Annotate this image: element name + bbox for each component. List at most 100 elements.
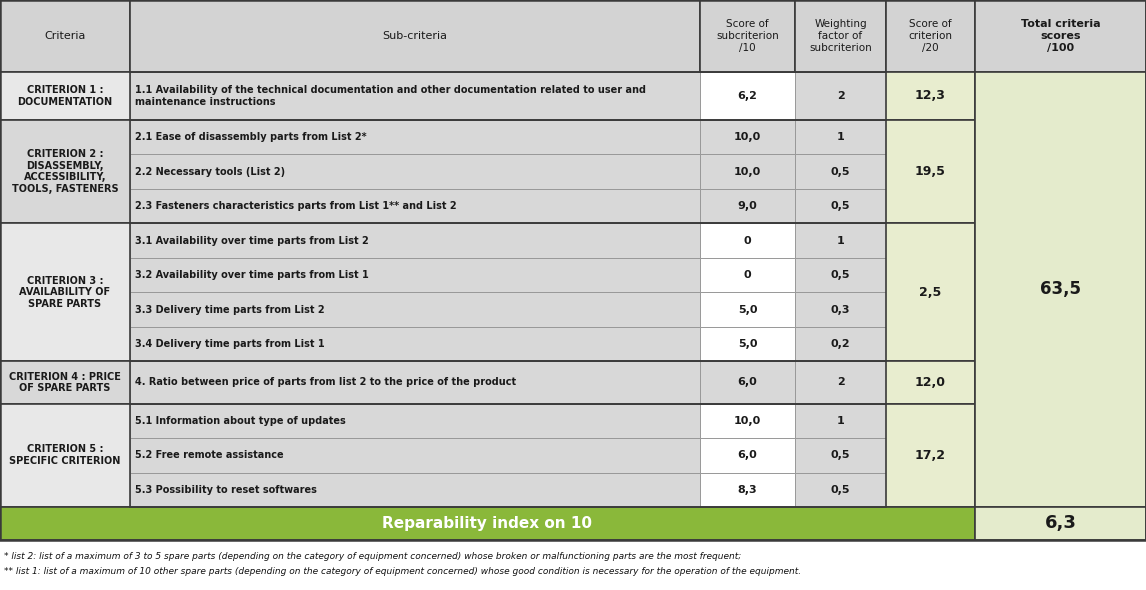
- Text: Reparability index on 10: Reparability index on 10: [383, 516, 592, 531]
- Bar: [700, 438, 795, 473]
- Text: 1: 1: [837, 416, 845, 426]
- Bar: [795, 473, 886, 507]
- Text: 10,0: 10,0: [733, 166, 761, 176]
- Text: 0: 0: [744, 235, 752, 245]
- Bar: [129, 224, 700, 258]
- Bar: [129, 72, 700, 120]
- Bar: [795, 120, 886, 155]
- Text: 19,5: 19,5: [915, 165, 945, 178]
- Bar: [700, 293, 795, 327]
- Bar: [700, 327, 795, 361]
- Bar: [795, 189, 886, 224]
- Bar: [886, 72, 975, 120]
- Text: 0,3: 0,3: [831, 304, 850, 314]
- Text: 12,0: 12,0: [915, 376, 945, 389]
- Bar: [795, 258, 886, 293]
- Text: 2: 2: [837, 378, 845, 388]
- Bar: [129, 258, 700, 293]
- Bar: [886, 224, 975, 361]
- Text: 3.4 Delivery time parts from List 1: 3.4 Delivery time parts from List 1: [135, 339, 324, 349]
- Bar: [795, 327, 886, 361]
- Text: 5.1 Information about type of updates: 5.1 Information about type of updates: [135, 416, 346, 426]
- Bar: [975, 72, 1146, 507]
- Bar: [886, 404, 975, 507]
- Text: 1: 1: [837, 132, 845, 142]
- Bar: [795, 293, 886, 327]
- Bar: [795, 224, 886, 258]
- Bar: [0, 72, 129, 120]
- Text: * list 2: list of a maximum of 3 to 5 spare parts (depending on the category of : * list 2: list of a maximum of 3 to 5 sp…: [3, 552, 741, 561]
- Text: 10,0: 10,0: [733, 132, 761, 142]
- Bar: [886, 120, 975, 224]
- Text: 2.2 Necessary tools (List 2): 2.2 Necessary tools (List 2): [135, 166, 285, 176]
- Bar: [129, 327, 700, 361]
- Bar: [129, 120, 700, 155]
- Text: 0,5: 0,5: [831, 450, 850, 460]
- Bar: [700, 258, 795, 293]
- Text: 2.1 Ease of disassembly parts from List 2*: 2.1 Ease of disassembly parts from List …: [135, 132, 367, 142]
- Bar: [129, 0, 700, 72]
- Text: Score of
criterion
/20: Score of criterion /20: [909, 19, 952, 53]
- Text: Criteria: Criteria: [45, 31, 86, 41]
- Text: 5.2 Free remote assistance: 5.2 Free remote assistance: [135, 450, 283, 460]
- Text: 0: 0: [744, 270, 752, 280]
- Text: Total criteria
scores
/100: Total criteria scores /100: [1021, 19, 1100, 53]
- Text: 2: 2: [837, 91, 845, 101]
- Text: CRITERION 1 :
DOCUMENTATION: CRITERION 1 : DOCUMENTATION: [17, 85, 112, 107]
- Text: 63,5: 63,5: [1041, 280, 1081, 299]
- Text: 8,3: 8,3: [738, 485, 758, 495]
- Text: 0,5: 0,5: [831, 201, 850, 211]
- Bar: [700, 0, 795, 72]
- Bar: [795, 404, 886, 438]
- Bar: [795, 438, 886, 473]
- Text: 1: 1: [837, 235, 845, 245]
- Text: 0,5: 0,5: [831, 166, 850, 176]
- Text: 0,2: 0,2: [831, 339, 850, 349]
- Text: 3.3 Delivery time parts from List 2: 3.3 Delivery time parts from List 2: [135, 304, 324, 314]
- Bar: [129, 404, 700, 438]
- Text: 4. Ratio between price of parts from list 2 to the price of the product: 4. Ratio between price of parts from lis…: [135, 378, 516, 388]
- Text: 12,3: 12,3: [915, 90, 945, 103]
- Bar: [129, 473, 700, 507]
- Bar: [0, 404, 129, 507]
- Bar: [700, 155, 795, 189]
- Text: 2,5: 2,5: [919, 286, 942, 299]
- Text: CRITERION 4 : PRICE
OF SPARE PARTS: CRITERION 4 : PRICE OF SPARE PARTS: [9, 372, 121, 394]
- Bar: [795, 155, 886, 189]
- Text: 10,0: 10,0: [733, 416, 761, 426]
- Bar: [0, 0, 129, 72]
- Bar: [129, 293, 700, 327]
- Text: 1.1 Availability of the technical documentation and other documentation related : 1.1 Availability of the technical docume…: [135, 85, 646, 107]
- Bar: [129, 189, 700, 224]
- Text: Score of
subcriterion
/10: Score of subcriterion /10: [716, 19, 779, 53]
- Text: 3.2 Availability over time parts from List 1: 3.2 Availability over time parts from Li…: [135, 270, 369, 280]
- Text: 0,5: 0,5: [831, 270, 850, 280]
- Text: 5,0: 5,0: [738, 339, 758, 349]
- Bar: [795, 72, 886, 120]
- Bar: [0, 507, 975, 540]
- Bar: [700, 473, 795, 507]
- Text: 6,2: 6,2: [738, 91, 758, 101]
- Text: 6,0: 6,0: [738, 378, 758, 388]
- Bar: [129, 155, 700, 189]
- Bar: [886, 0, 975, 72]
- Text: ** list 1: list of a maximum of 10 other spare parts (depending on the category : ** list 1: list of a maximum of 10 other…: [3, 567, 801, 576]
- Bar: [886, 361, 975, 404]
- Text: 2.3 Fasteners characteristics parts from List 1** and List 2: 2.3 Fasteners characteristics parts from…: [135, 201, 456, 211]
- Text: Weighting
factor of
subcriterion: Weighting factor of subcriterion: [809, 19, 872, 53]
- Bar: [700, 361, 795, 404]
- Bar: [795, 0, 886, 72]
- Bar: [975, 0, 1146, 72]
- Text: Sub-criteria: Sub-criteria: [383, 31, 447, 41]
- Text: CRITERION 3 :
AVAILABILITY OF
SPARE PARTS: CRITERION 3 : AVAILABILITY OF SPARE PART…: [19, 276, 110, 309]
- Bar: [700, 224, 795, 258]
- Bar: [700, 72, 795, 120]
- Bar: [0, 361, 129, 404]
- Bar: [795, 361, 886, 404]
- Text: 0,5: 0,5: [831, 485, 850, 495]
- Bar: [975, 507, 1146, 540]
- Text: 9,0: 9,0: [738, 201, 758, 211]
- Bar: [0, 120, 129, 224]
- Text: CRITERION 5 :
SPECIFIC CRITERION: CRITERION 5 : SPECIFIC CRITERION: [9, 444, 120, 466]
- Text: 6,3: 6,3: [1044, 514, 1076, 533]
